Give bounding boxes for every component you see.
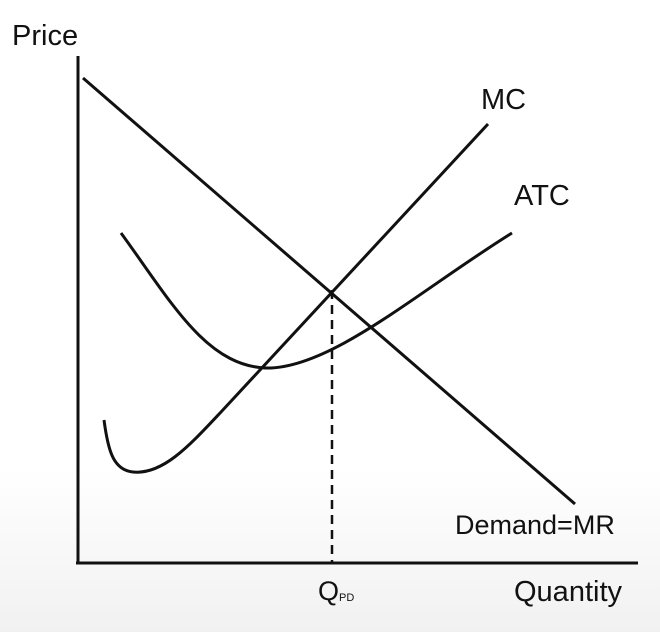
x-axis-label: Quantity xyxy=(514,576,622,608)
mc-curve xyxy=(102,122,490,474)
atc-label: ATC xyxy=(514,180,570,212)
atc-curve xyxy=(119,231,513,370)
y-axis-label: Price xyxy=(12,20,79,52)
qpd-subscript: PD xyxy=(339,592,355,604)
qpd-main: Q xyxy=(318,576,340,606)
mc-label: MC xyxy=(481,84,527,116)
demand-curve xyxy=(82,76,576,506)
demand-label: Demand=MR xyxy=(455,510,615,540)
qpd-label: QPD xyxy=(318,576,354,607)
